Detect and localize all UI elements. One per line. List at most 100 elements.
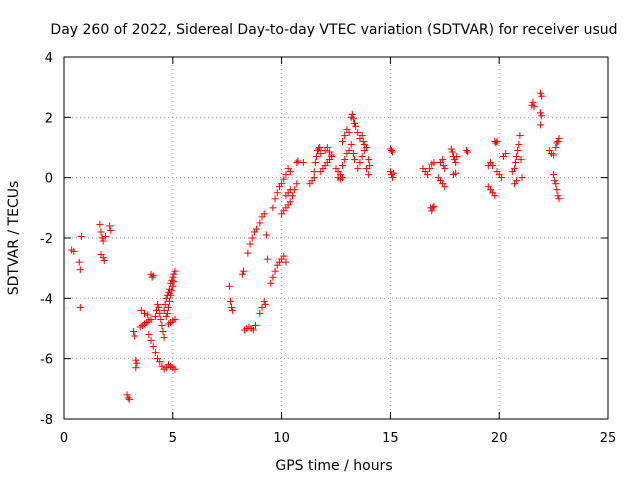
data-point — [148, 273, 156, 281]
data-point — [354, 128, 362, 136]
data-point — [515, 140, 523, 148]
data-point — [171, 365, 179, 373]
data-point — [101, 232, 109, 240]
data-point — [299, 159, 307, 167]
data-point — [100, 257, 108, 265]
data-point — [169, 273, 177, 281]
data-point — [390, 169, 398, 177]
data-point — [311, 159, 319, 167]
data-point — [358, 131, 366, 139]
data-point — [439, 156, 447, 164]
data-point — [453, 153, 461, 161]
data-point — [96, 220, 104, 228]
data-point — [171, 315, 179, 323]
data-point — [163, 309, 171, 317]
data-point — [156, 358, 164, 366]
data-point — [131, 332, 139, 340]
data-point — [256, 309, 264, 317]
data-point — [141, 309, 149, 317]
data-point — [228, 303, 236, 311]
data-point — [354, 165, 362, 173]
data-point — [430, 159, 438, 167]
data-point — [256, 219, 264, 227]
data-point — [423, 171, 431, 179]
data-point — [365, 171, 373, 179]
data-point — [155, 303, 163, 311]
data-point — [514, 147, 522, 155]
x-tick-label: 25 — [600, 431, 617, 446]
data-point — [166, 297, 174, 305]
y-tick-label: 0 — [45, 172, 53, 187]
data-point — [328, 151, 336, 159]
data-point — [345, 128, 353, 136]
data-point — [502, 150, 510, 158]
data-point — [149, 343, 157, 351]
data-point — [145, 331, 153, 339]
data-point — [98, 234, 106, 242]
data-point — [492, 139, 500, 147]
data-point — [70, 248, 78, 256]
y-tick-label: -6 — [40, 353, 53, 368]
data-point — [339, 137, 347, 145]
data-point — [171, 267, 179, 275]
data-point — [352, 122, 360, 130]
data-point — [147, 337, 155, 345]
data-point — [162, 312, 170, 320]
data-point — [157, 315, 165, 323]
data-point — [389, 148, 397, 156]
data-point — [348, 110, 356, 118]
data-point — [452, 169, 460, 177]
data-point — [269, 204, 277, 212]
x-tick-label: 5 — [169, 431, 177, 446]
data-point — [529, 98, 537, 106]
data-point — [99, 237, 107, 245]
data-point — [426, 165, 434, 173]
y-axis-label: SDTVAR / TECUs — [6, 181, 22, 296]
data-point — [430, 202, 438, 210]
data-point — [125, 395, 133, 403]
data-point — [389, 174, 397, 182]
x-tick-label: 20 — [491, 431, 508, 446]
data-point — [553, 186, 561, 194]
data-point — [76, 266, 84, 274]
data-point — [160, 334, 168, 342]
data-point — [551, 177, 559, 185]
data-point — [350, 119, 358, 127]
data-point — [550, 151, 558, 159]
chart-title: Day 260 of 2022, Sidereal Day-to-day VTE… — [50, 22, 617, 38]
data-point — [263, 255, 271, 263]
data-point — [512, 159, 520, 167]
data-point — [440, 162, 448, 170]
grid — [64, 57, 608, 419]
data-point — [339, 162, 347, 170]
data-point — [323, 144, 331, 151]
data-point — [225, 282, 233, 290]
data-point — [249, 326, 257, 334]
data-point — [253, 225, 261, 233]
data-point — [463, 147, 471, 155]
data-point — [160, 306, 168, 314]
data-point — [441, 183, 449, 191]
data-point — [339, 174, 347, 182]
data-point — [123, 391, 131, 399]
data-point — [386, 168, 394, 176]
data-point — [158, 321, 166, 329]
data-point — [358, 153, 366, 161]
data-point — [280, 252, 288, 260]
data-point — [154, 300, 162, 308]
data-point — [246, 240, 254, 248]
y-tick-label: 4 — [45, 51, 53, 66]
y-tick-label: 2 — [45, 111, 53, 126]
data-point — [530, 103, 538, 111]
data-point — [315, 145, 323, 153]
data-point — [310, 174, 318, 182]
data-point — [516, 131, 524, 139]
data-point — [99, 254, 107, 262]
data-point — [341, 156, 349, 164]
data-point — [167, 291, 175, 299]
data-point — [288, 192, 296, 200]
data-point — [269, 273, 277, 281]
data-point — [164, 303, 172, 311]
data-point — [261, 300, 269, 308]
